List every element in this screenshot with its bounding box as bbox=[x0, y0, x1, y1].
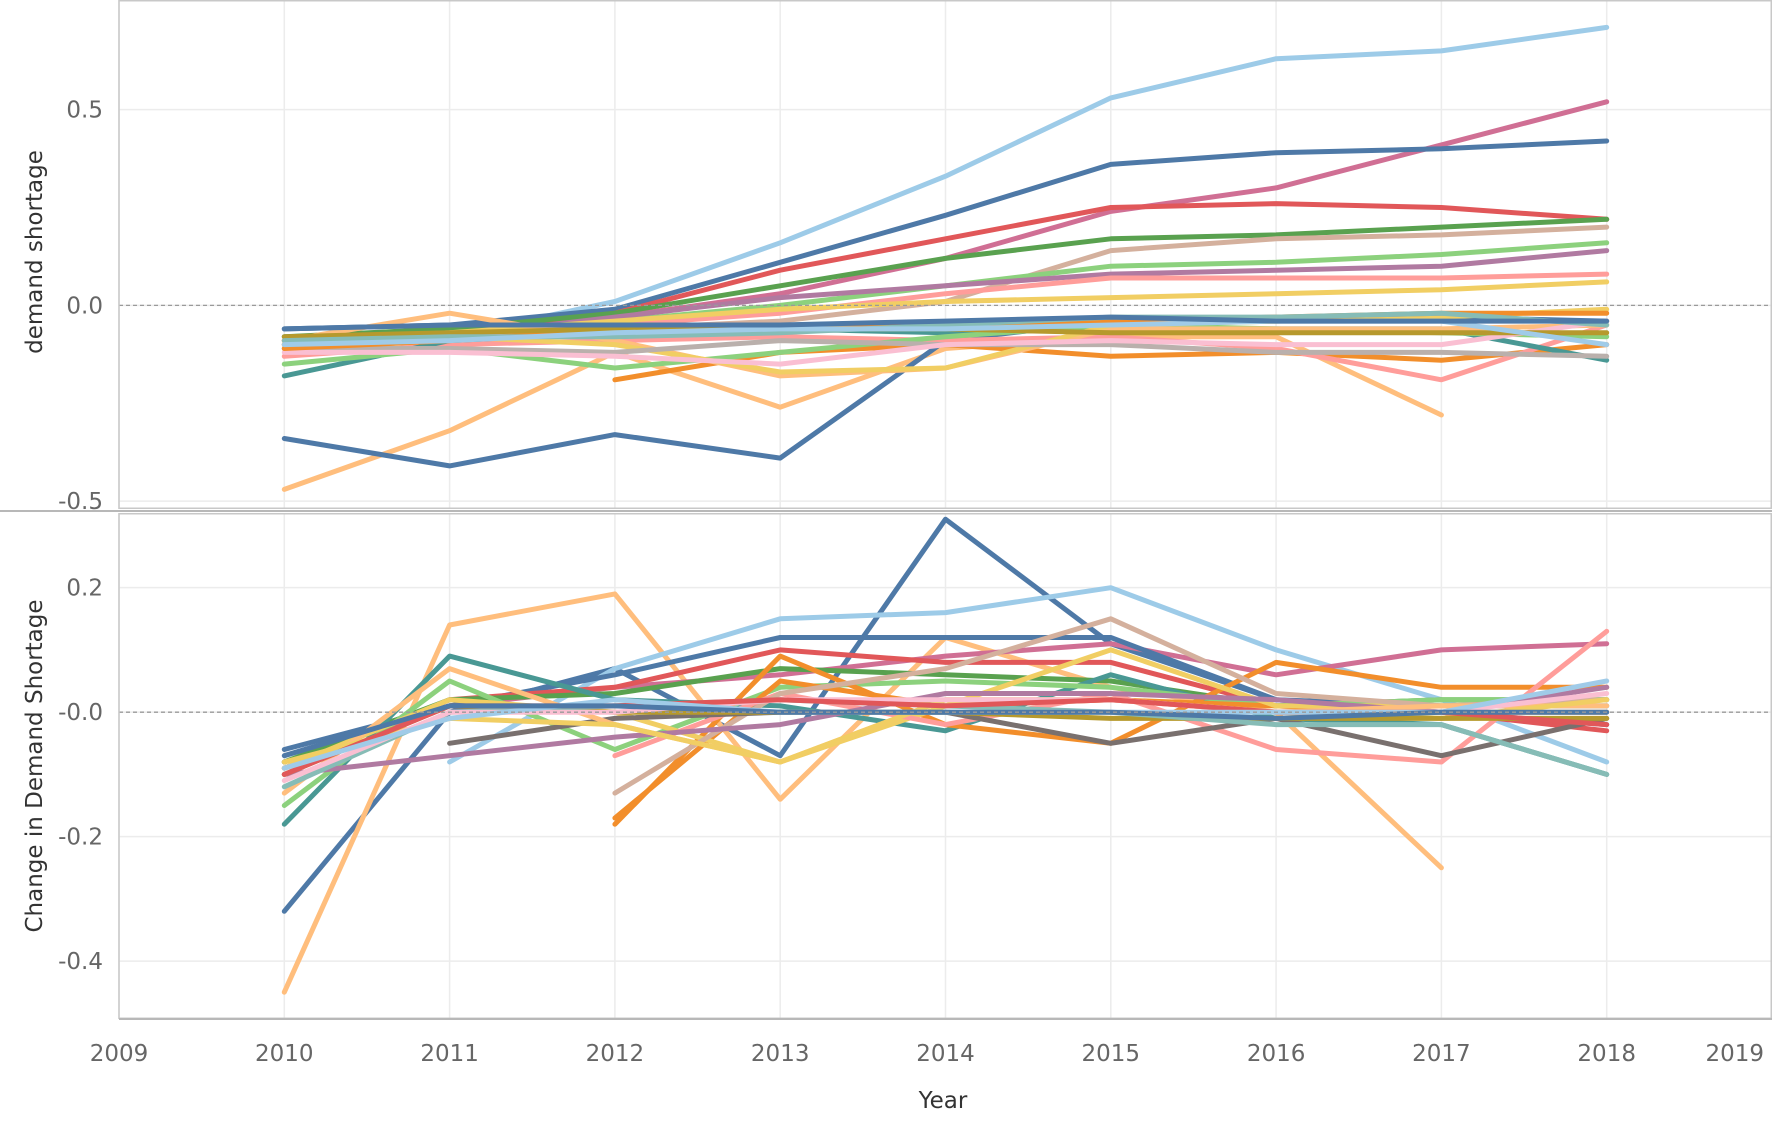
top-y-axis-title: demand shortage bbox=[22, 150, 48, 354]
top-series-19 bbox=[281, 318, 1610, 367]
top-series-13 bbox=[281, 322, 1610, 383]
x-tick-label-2010: 2010 bbox=[255, 1041, 314, 1067]
bottom-y-tick-label-2: -0.2 bbox=[58, 825, 103, 851]
x-tick-label-2013: 2013 bbox=[751, 1041, 810, 1067]
x-tick-label-2017: 2017 bbox=[1412, 1041, 1471, 1067]
grid-layer bbox=[118, 0, 1772, 1019]
bottom-y-tick-label-0: 0.2 bbox=[66, 576, 103, 602]
bottom-y-tick-label-3: -0.4 bbox=[58, 949, 103, 975]
x-tick-label-2012: 2012 bbox=[586, 1041, 645, 1067]
top-series-24 bbox=[281, 314, 1610, 332]
top-y-tick-label-1: 0.0 bbox=[66, 293, 103, 319]
top-y-tick-label-0: 0.5 bbox=[66, 98, 103, 124]
top-series-9 bbox=[281, 279, 1610, 344]
x-tick-label-2014: 2014 bbox=[916, 1041, 975, 1067]
bottom-series-15 bbox=[447, 709, 1610, 759]
x-tick-label-2019: 2019 bbox=[1705, 1041, 1764, 1067]
x-axis-title: Year bbox=[918, 1088, 968, 1114]
x-tick-label-2016: 2016 bbox=[1247, 1041, 1306, 1067]
top-plot-frame bbox=[118, 0, 1772, 509]
x-tick-label-2009: 2009 bbox=[90, 1041, 149, 1067]
x-tick-label-2011: 2011 bbox=[420, 1041, 479, 1067]
x-tick-label-2015: 2015 bbox=[1082, 1041, 1141, 1067]
x-tick-label-2018: 2018 bbox=[1577, 1041, 1636, 1067]
top-series-2 bbox=[281, 138, 1610, 332]
bottom-y-tick-label-1: -0.0 bbox=[58, 700, 103, 726]
bottom-series-2 bbox=[447, 585, 1610, 765]
bottom-y-axis-title: Change in Demand Shortage bbox=[22, 599, 48, 932]
top-series-10 bbox=[281, 334, 1444, 492]
